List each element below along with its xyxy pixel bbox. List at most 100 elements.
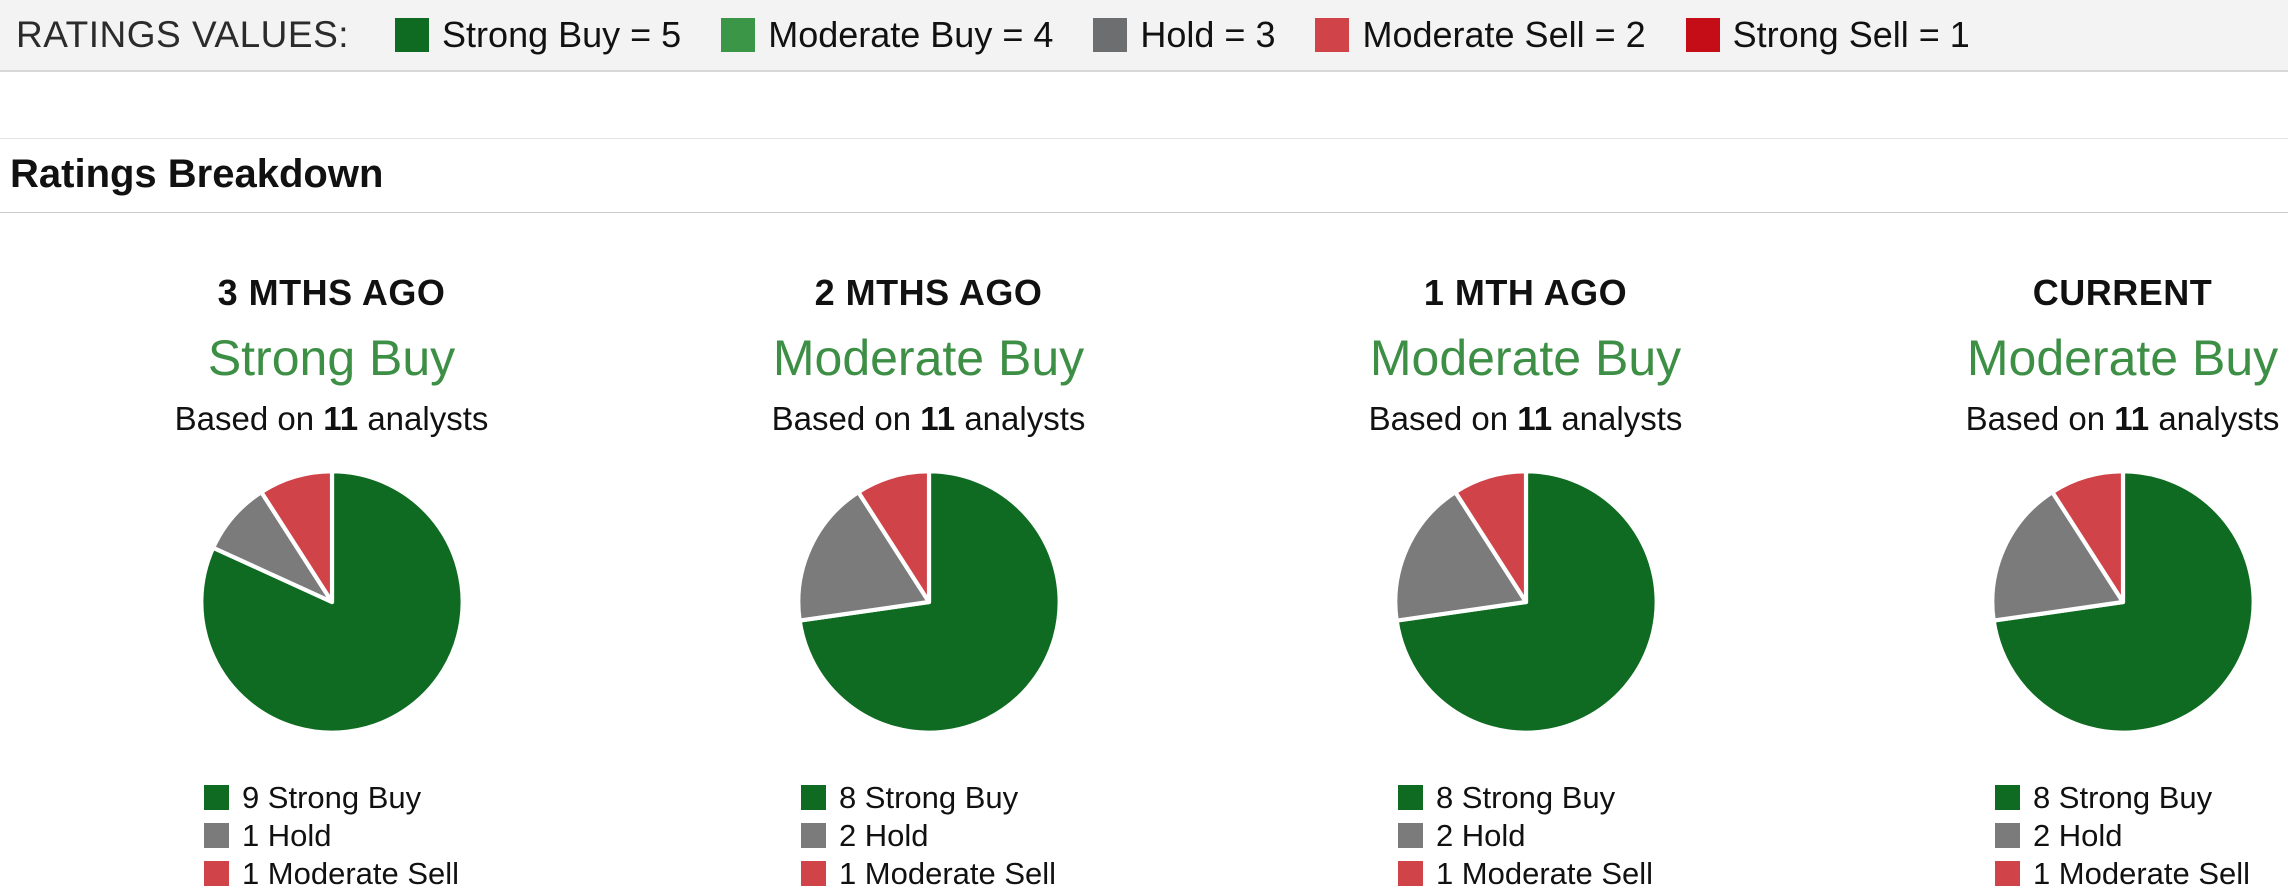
legend-item-label: 1 Moderate Sell [838, 856, 1057, 891]
analysts-suffix: analysts [2158, 400, 2280, 437]
legend-swatch [1994, 861, 2020, 886]
legend-item: 2 Hold [1397, 818, 1526, 853]
consensus-rating: Moderate Buy [1966, 330, 2279, 386]
page-title: Ratings Breakdown [10, 152, 384, 196]
legend-item: 8 Strong Buy [800, 780, 1019, 815]
legend-item-label: 2 Hold [838, 818, 929, 853]
pie-slice [258, 469, 334, 605]
pie-legend: 8 Strong Buy 2 Hold 1 Moderate Sell [800, 780, 1057, 891]
analysts-count: 11 [920, 400, 956, 437]
pie-slice [2049, 469, 2125, 605]
pie-slice [1392, 489, 1528, 623]
legend-item-label: 1 Moderate Sell [1435, 856, 1654, 891]
ratings-values-legend: Strong Buy = 5 Moderate Buy = 4 Hold = 3 Mo… [395, 14, 1970, 56]
legend-item: 1 Moderate Sell [1994, 856, 2251, 891]
moderate-buy-swatch [721, 18, 756, 52]
ratings-values-item-label: Strong Sell = 1 [1732, 14, 1970, 55]
legend-swatch [1397, 861, 1423, 886]
analysts-count: 11 [1517, 400, 1553, 437]
legend-item: 1 Moderate Sell [1397, 856, 1654, 891]
analyst-count-text: Based on 11 analysts [772, 399, 1086, 439]
ratings-breakdown-charts: 3 MTHS AGO Strong Buy Based on 11 analys… [33, 271, 2288, 890]
pie-legend: 8 Strong Buy 2 Hold 1 Moderate Sell [1994, 780, 2251, 891]
ratings-values-item-moderate-sell: Moderate Sell = 2 [1315, 14, 1646, 56]
legend-swatch [1397, 785, 1423, 810]
analysts-suffix: analysts [1561, 400, 1683, 437]
ratings-values-item-hold: Hold = 3 [1093, 14, 1275, 56]
legend-swatch [203, 785, 229, 810]
ratings-values-item-strong-buy: Strong Buy = 5 [395, 14, 681, 56]
analysts-count: 11 [323, 400, 359, 437]
period-label: 3 MTHS AGO [217, 272, 446, 313]
hold-swatch [1093, 18, 1128, 52]
legend-item: 2 Hold [1994, 818, 2123, 853]
ratings-values-item-label: Hold = 3 [1140, 14, 1276, 55]
analysts-prefix: Based on [771, 400, 912, 437]
ratings-values-label: RATINGS VALUES: [16, 14, 350, 55]
analysts-prefix: Based on [174, 400, 315, 437]
strong-sell-swatch [1685, 18, 1720, 52]
legend-swatch [800, 823, 826, 848]
legend-item-label: 8 Strong Buy [838, 780, 1019, 815]
legend-item-label: 1 Hold [241, 818, 332, 853]
period-label: 2 MTHS AGO [814, 272, 1043, 313]
analysts-prefix: Based on [1368, 400, 1509, 437]
moderate-sell-swatch [1315, 18, 1350, 52]
legend-swatch [1994, 785, 2020, 810]
legend-swatch [203, 861, 229, 886]
rating-column-2-mths-ago: 2 MTHS AGO Moderate Buy Based on 11 anal… [630, 271, 1227, 890]
pie-slice [198, 469, 465, 735]
pie-slice [795, 489, 931, 623]
rating-column-3-mths-ago: 3 MTHS AGO Strong Buy Based on 11 analys… [33, 271, 630, 890]
ratings-values-bar: RATINGS VALUES: Strong Buy = 5 Moderate B… [0, 0, 2288, 72]
analysts-suffix: analysts [367, 400, 489, 437]
analysts-count: 11 [2114, 400, 2150, 437]
rating-column-current: CURRENT Moderate Buy Based on 11 analyst… [1824, 271, 2288, 890]
ratings-pie-chart [1392, 469, 1659, 735]
legend-swatch [800, 861, 826, 886]
ratings-values-item-label: Moderate Buy = 4 [768, 14, 1054, 55]
strong-buy-swatch [395, 18, 430, 52]
ratings-values-item-moderate-buy: Moderate Buy = 4 [721, 14, 1053, 56]
legend-item-label: 8 Strong Buy [2032, 780, 2213, 815]
pie-slice [1989, 489, 2125, 623]
legend-swatch [203, 823, 229, 848]
period-label: 1 MTH AGO [1423, 272, 1628, 313]
consensus-rating: Strong Buy [207, 330, 456, 386]
analyst-count-text: Based on 11 analysts [1966, 399, 2280, 439]
analyst-count-text: Based on 11 analysts [175, 399, 489, 439]
ratings-values-item-strong-sell: Strong Sell = 1 [1685, 14, 1970, 56]
analysts-suffix: analysts [964, 400, 1086, 437]
ratings-pie-chart [198, 469, 465, 735]
legend-item-label: 1 Moderate Sell [2032, 856, 2251, 891]
legend-item-label: 8 Strong Buy [1435, 780, 1616, 815]
legend-item: 2 Hold [800, 818, 929, 853]
consensus-rating: Moderate Buy [772, 330, 1085, 386]
legend-swatch [800, 785, 826, 810]
analyst-count-text: Based on 11 analysts [1369, 399, 1683, 439]
legend-item: 8 Strong Buy [1994, 780, 2213, 815]
ratings-pie-chart [795, 469, 1062, 735]
legend-item-label: 9 Strong Buy [241, 780, 422, 815]
legend-item: 1 Moderate Sell [203, 856, 460, 891]
pie-legend: 9 Strong Buy 1 Hold 1 Moderate Sell [203, 780, 460, 891]
legend-item-label: 2 Hold [2032, 818, 2123, 853]
ratings-pie-chart [1989, 469, 2256, 735]
pie-slice [855, 469, 931, 605]
legend-swatch [1994, 823, 2020, 848]
ratings-values-item-label: Strong Buy = 5 [442, 14, 682, 55]
legend-item: 8 Strong Buy [1397, 780, 1616, 815]
consensus-rating: Moderate Buy [1369, 330, 1682, 386]
legend-item-label: 2 Hold [1435, 818, 1526, 853]
pie-slice [1452, 469, 1528, 605]
legend-item: 9 Strong Buy [203, 780, 422, 815]
rating-column-1-mth-ago: 1 MTH AGO Moderate Buy Based on 11 analy… [1227, 271, 1824, 890]
legend-item-label: 1 Moderate Sell [241, 856, 460, 891]
legend-swatch [1397, 823, 1423, 848]
ratings-values-item-label: Moderate Sell = 2 [1362, 14, 1646, 55]
pie-legend: 8 Strong Buy 2 Hold 1 Moderate Sell [1397, 780, 1654, 891]
ratings-breakdown-header: Ratings Breakdown [0, 138, 2288, 213]
analysts-prefix: Based on [1965, 400, 2106, 437]
legend-item: 1 Moderate Sell [800, 856, 1057, 891]
period-label: CURRENT [2032, 272, 2213, 313]
